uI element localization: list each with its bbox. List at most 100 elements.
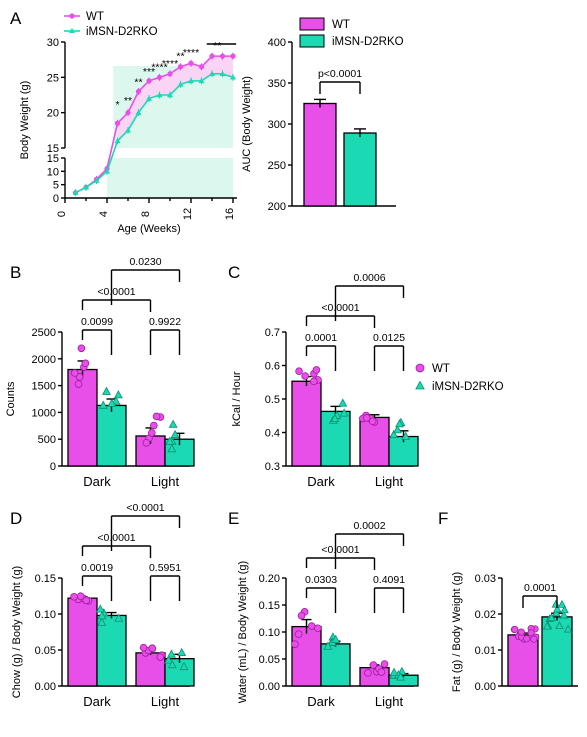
c-category-label: Light [375,474,404,489]
a-y-tick-label: 5 [53,180,59,192]
e-y-tick-label: 0.00 [259,681,280,693]
legend-ko-label: iMSN-D2RKO [86,26,158,38]
b-category-label: Light [151,474,180,489]
b-point-ko [111,396,121,405]
a2-y-tick-label: 200 [268,201,286,213]
d-y-tick-label: 0.05 [35,645,56,657]
d-point-ko [167,660,177,669]
a-point-wt [230,53,236,59]
a-point-wt [156,74,163,80]
legend-wt-label: WT [86,11,104,23]
ko-area-lower [107,158,233,198]
a-y-tick-label: 30 [47,37,59,49]
a2-legend-wt-label: WT [332,19,350,31]
a-sig-star: *** [143,66,155,78]
f-point-wt [511,625,519,634]
b-y-tick-label: 500 [38,434,56,446]
d-point-wt [156,653,165,661]
a-y-tick-label: 0 [53,193,59,205]
a-point-ko [72,189,79,195]
d-point-ko [177,647,187,656]
a-point-wt [146,78,152,84]
panel-letter-f: F [438,509,448,528]
b-category-label: Dark [83,474,111,489]
c-bar-dark-wt [291,380,322,467]
a2-legend-wt-swatch [299,17,325,31]
e-p-label: 0.0303 [305,574,337,586]
d-point-wt [148,644,157,652]
f-y-tick-label: 0.01 [475,645,496,657]
c-point-ko [395,419,404,428]
a-sig-star: * [115,99,119,111]
d-point-ko [97,617,107,626]
a-y-tick-label: 10 [47,166,59,178]
c-category-label: Dark [307,474,335,489]
f-y-tick-label: 0.02 [475,609,496,621]
a-point-ko [114,137,121,144]
e-point-ko [396,672,406,681]
b-point-wt [150,421,158,430]
a2-y-tick-label: 300 [268,119,286,131]
e-point-wt [294,630,303,638]
a-sig-star: ** [213,40,221,52]
e-point-ko [397,666,407,675]
a-point-wt [135,88,142,95]
e-point-wt [369,661,378,669]
a-point-ko [209,70,215,76]
b-bar-dark-wt [67,368,98,467]
a2-y-tick-label: 250 [268,160,286,172]
e-point-wt [291,640,299,648]
a2-y-tick-label: 350 [268,78,286,90]
d-bar-dark-wt [67,597,98,687]
a-sig-star: **** [183,47,199,59]
c-p-label: 0.0001 [305,332,337,344]
a-point-ko [104,168,110,174]
d-category-label: Light [151,694,180,709]
e-y-label: Water (mL) / Body Weight (g) [237,561,249,703]
c-p-label: 0.0125 [373,332,405,344]
d-point-wt [82,596,91,605]
d-point-ko [114,613,124,622]
a-x-tick-label: 16 [224,208,236,220]
b-y-tick-label: 1500 [32,381,56,393]
b-point-ko [170,429,180,439]
a-sig-star: **** [162,58,178,70]
a-point-ko [198,77,205,84]
e-point-wt [307,622,316,630]
f-y-tick-label: 0.00 [475,681,496,693]
b-y-label: Counts [5,381,17,416]
d-point-ko [164,655,174,664]
b-y-tick-label: 2000 [32,354,56,366]
e-y-tick-label: 0.15 [259,600,280,612]
b-point-wt [142,438,151,447]
a-point-wt [198,64,205,70]
a-point-ko [219,70,226,76]
d-point-wt [139,643,148,652]
a-line-ko [75,73,234,194]
f-point-wt [523,635,531,643]
c-y-tick-label: 0.3 [265,461,280,473]
d-y-tick-label: 0.15 [35,573,56,585]
f-point-ko [547,613,556,622]
b-point-ko [102,386,111,395]
b-point-wt [147,429,156,437]
c-point-ko [330,413,340,423]
f-point-wt [527,629,535,637]
c-point-ko [393,425,402,434]
f-point-ko [553,604,562,613]
a-point-ko [156,92,163,98]
c-p-label: <0.0001 [321,302,359,314]
a2-y-label: AUC (Body Weight) [241,76,253,172]
e-y-tick-label: 0.20 [259,573,280,585]
a-point-ko [93,177,100,183]
a-x-tick-label: 12 [182,208,194,220]
e-point-wt [364,669,372,677]
b-point-ko [107,398,117,407]
c-y-tick-label: 0.7 [265,327,280,339]
e-p-label: 0.0002 [353,520,385,532]
a2-bar-ko [343,132,377,207]
a-y-label: Body Weight (g) [19,81,31,160]
a-point-wt [209,53,215,59]
c-y-tick-label: 0.6 [265,361,280,373]
